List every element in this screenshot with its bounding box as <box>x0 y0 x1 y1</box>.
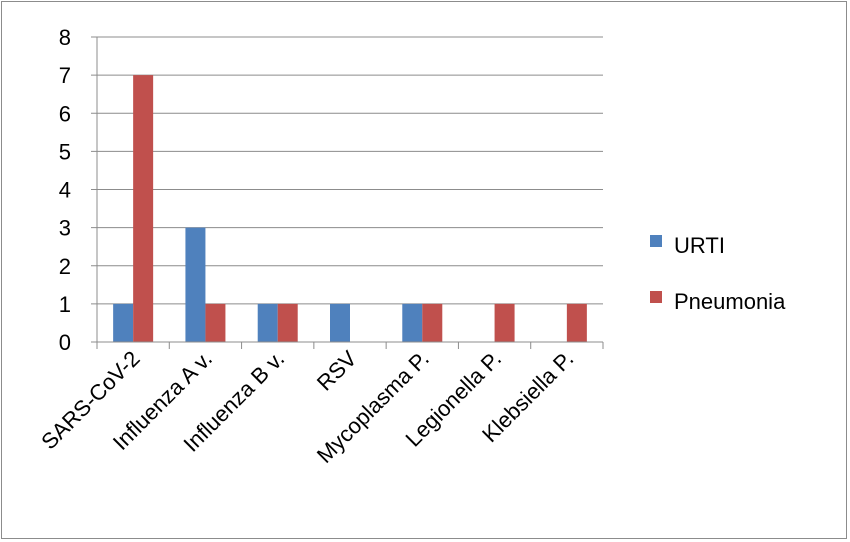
y-axis-ticks: 0 1 2 3 4 5 6 7 8 <box>59 25 71 355</box>
y-tick-label: 5 <box>59 139 71 164</box>
y-tick-label: 4 <box>59 178 71 203</box>
y-tick-label: 6 <box>59 101 71 126</box>
y-tick-label: 0 <box>59 330 71 355</box>
bar-urti <box>330 303 350 342</box>
y-tick-label: 7 <box>59 63 71 88</box>
legend-label-pneumonia: Pneumonia <box>674 289 786 314</box>
bar-urti <box>402 303 423 342</box>
legend-label-urti: URTI <box>674 233 725 258</box>
gridlines <box>91 36 603 343</box>
y-tick-label: 2 <box>59 254 71 279</box>
bar-pneumonia <box>277 303 298 342</box>
x-tick-label: RSV <box>312 346 362 396</box>
y-tick-label: 1 <box>59 292 71 317</box>
bar-urti <box>113 303 134 342</box>
bar-pneumonia <box>494 303 515 342</box>
bar-pneumonia <box>422 303 443 342</box>
bar-pneumonia <box>133 75 154 342</box>
legend: URTI Pneumonia <box>650 233 786 314</box>
legend-swatch-urti <box>650 235 662 247</box>
bar-urti <box>257 303 278 342</box>
y-tick-label: 3 <box>59 216 71 241</box>
bar-pneumonia <box>205 303 226 342</box>
bar-urti <box>185 227 206 342</box>
bars <box>113 75 587 342</box>
axes <box>96 37 604 349</box>
y-tick-label: 8 <box>59 25 71 50</box>
legend-swatch-pneumonia <box>650 291 662 303</box>
bar-pneumonia <box>566 303 587 342</box>
